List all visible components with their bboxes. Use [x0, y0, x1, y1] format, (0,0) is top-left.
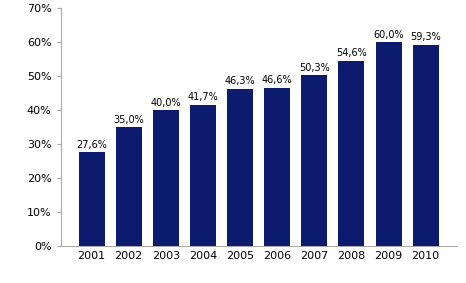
Bar	[376, 42, 402, 246]
Text: 27,6%: 27,6%	[76, 140, 107, 150]
Bar	[153, 110, 179, 246]
Text: 40,0%: 40,0%	[151, 98, 181, 108]
Bar	[116, 127, 142, 246]
Text: 41,7%: 41,7%	[188, 92, 218, 102]
Bar	[227, 89, 253, 246]
Bar	[264, 88, 290, 246]
Bar	[190, 105, 216, 246]
Bar	[79, 153, 104, 246]
Text: 50,3%: 50,3%	[299, 63, 329, 73]
Bar	[413, 45, 439, 246]
Text: 35,0%: 35,0%	[113, 115, 144, 125]
Bar	[338, 61, 364, 246]
Text: 54,6%: 54,6%	[336, 48, 367, 58]
Text: 60,0%: 60,0%	[373, 30, 404, 40]
Text: 46,3%: 46,3%	[225, 76, 255, 86]
Text: 59,3%: 59,3%	[410, 32, 441, 42]
Bar	[302, 75, 327, 246]
Text: 46,6%: 46,6%	[262, 75, 293, 85]
